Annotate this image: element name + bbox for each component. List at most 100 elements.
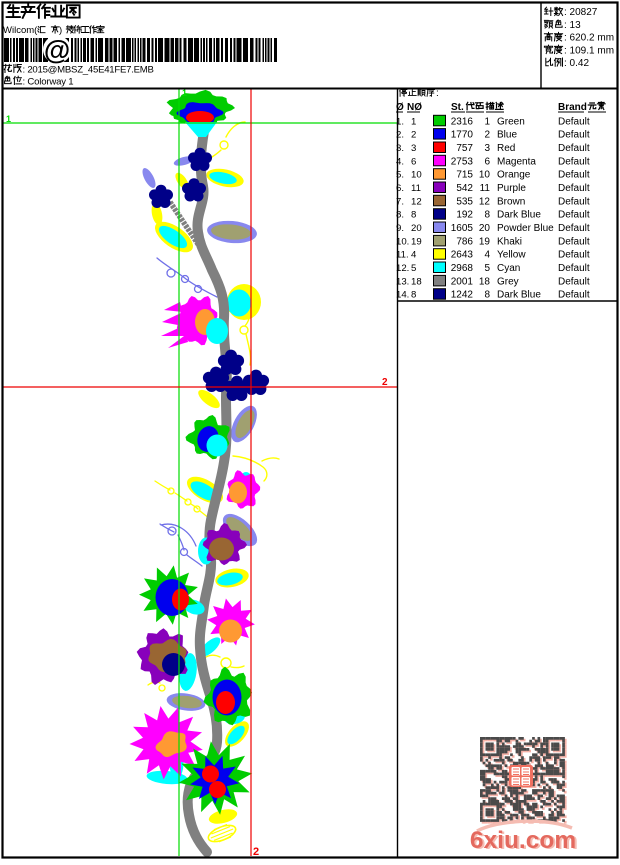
svg-text:1: 1 [6, 114, 11, 124]
svg-text:Default: Default [558, 170, 590, 181]
svg-text:6xiu.com: 6xiu.com [472, 828, 578, 855]
svg-text:757: 757 [456, 143, 473, 154]
svg-text:Red: Red [497, 143, 515, 154]
svg-text:10.: 10. [396, 236, 409, 247]
svg-text:20: 20 [411, 223, 422, 234]
svg-text:Orange: Orange [497, 170, 531, 181]
svg-text:9.: 9. [396, 223, 404, 234]
svg-text:4.: 4. [396, 156, 404, 167]
svg-text:1.: 1. [396, 116, 404, 127]
svg-text:: 0.42: : 0.42 [564, 58, 589, 69]
svg-text:Default: Default [558, 156, 590, 167]
svg-text:Default: Default [558, 116, 590, 127]
svg-text:8: 8 [411, 290, 416, 301]
svg-text:192: 192 [456, 210, 473, 221]
svg-text:: 109.1 mm: : 109.1 mm [564, 45, 614, 56]
svg-text:2: 2 [382, 377, 388, 388]
svg-text:4: 4 [484, 250, 490, 261]
svg-text:1: 1 [182, 88, 187, 98]
svg-text:19: 19 [411, 236, 422, 247]
svg-text:Default: Default [558, 236, 590, 247]
svg-text:St.: St. [451, 102, 464, 113]
svg-text:12.: 12. [396, 263, 409, 274]
svg-text:Dark Blue: Dark Blue [497, 290, 541, 301]
svg-text:2.: 2. [396, 130, 404, 141]
svg-text:3: 3 [411, 143, 416, 154]
svg-text:10: 10 [411, 170, 422, 181]
svg-text:1: 1 [484, 116, 490, 127]
svg-text:Default: Default [558, 210, 590, 221]
svg-text:Khaki: Khaki [497, 236, 522, 247]
svg-text:6.: 6. [396, 183, 404, 194]
svg-text:3.: 3. [396, 143, 404, 154]
svg-text:4: 4 [411, 250, 417, 261]
svg-text:12: 12 [411, 196, 422, 207]
svg-text:11.: 11. [396, 250, 409, 261]
svg-text:@: @ [44, 35, 70, 65]
svg-text:Default: Default [558, 130, 590, 141]
svg-text:1: 1 [411, 116, 416, 127]
svg-text:Brown: Brown [497, 196, 525, 207]
svg-text:: 13: : 13 [564, 20, 581, 31]
svg-text:2968: 2968 [451, 263, 474, 274]
svg-text:2: 2 [484, 130, 490, 141]
svg-text:18: 18 [479, 276, 491, 287]
svg-text:8: 8 [484, 210, 490, 221]
svg-text:Yellow: Yellow [497, 250, 526, 261]
svg-text:3: 3 [484, 143, 490, 154]
svg-text:Powder Blue: Powder Blue [497, 223, 554, 234]
svg-text:11: 11 [411, 183, 421, 194]
svg-text:Cyan: Cyan [497, 263, 520, 274]
svg-text:13.: 13. [396, 276, 409, 287]
svg-text:Default: Default [558, 183, 590, 194]
svg-text:8: 8 [484, 290, 490, 301]
svg-text:10: 10 [479, 170, 491, 181]
svg-text:20: 20 [479, 223, 491, 234]
svg-text:Default: Default [558, 290, 590, 301]
svg-text:7.: 7. [396, 196, 404, 207]
svg-text:1770: 1770 [451, 130, 474, 141]
svg-text:Wilcom(: Wilcom( [3, 25, 38, 36]
svg-text:5.: 5. [396, 170, 404, 181]
svg-text:1605: 1605 [451, 223, 474, 234]
svg-text:Default: Default [558, 276, 590, 287]
svg-text:: 620.2 mm: : 620.2 mm [564, 33, 614, 44]
svg-text:Dark Blue: Dark Blue [497, 210, 541, 221]
svg-text:6: 6 [484, 156, 490, 167]
svg-text:8.: 8. [396, 210, 404, 221]
svg-text:Grey: Grey [497, 276, 519, 287]
svg-text:5: 5 [484, 263, 490, 274]
svg-text:Default: Default [558, 223, 590, 234]
svg-text:: 20827: : 20827 [564, 7, 598, 18]
svg-text:Purple: Purple [497, 183, 526, 194]
svg-text:542: 542 [456, 183, 473, 194]
svg-text:5: 5 [411, 263, 416, 274]
svg-text:6: 6 [411, 156, 416, 167]
svg-text:14.: 14. [396, 290, 409, 301]
svg-text:6xiu.com: 6xiu.com [470, 827, 576, 854]
svg-text:18: 18 [411, 276, 422, 287]
svg-text:12: 12 [479, 196, 491, 207]
svg-text:Default: Default [558, 143, 590, 154]
svg-text:2001: 2001 [451, 276, 474, 287]
svg-text:8: 8 [411, 210, 416, 221]
svg-text:Default: Default [558, 250, 590, 261]
svg-text:2643: 2643 [451, 250, 474, 261]
svg-text:2: 2 [253, 846, 259, 858]
svg-text:Blue: Blue [497, 130, 517, 141]
svg-text:786: 786 [456, 236, 473, 247]
svg-text:19: 19 [479, 236, 491, 247]
svg-text:): ) [59, 25, 62, 36]
svg-text:2316: 2316 [451, 116, 474, 127]
svg-text:: 2015@MBSZ_45E41FE7.EMB: : 2015@MBSZ_45E41FE7.EMB [23, 65, 154, 76]
svg-text::: : [436, 88, 439, 99]
svg-text:715: 715 [456, 170, 473, 181]
svg-text:2: 2 [411, 130, 416, 141]
svg-text:Default: Default [558, 263, 590, 274]
svg-text:Ø: Ø [396, 102, 404, 113]
svg-text:11: 11 [480, 183, 491, 194]
svg-text:Brand: Brand [558, 102, 587, 113]
svg-text:1242: 1242 [451, 290, 474, 301]
svg-text:535: 535 [456, 196, 473, 207]
svg-text:: Colorway 1: : Colorway 1 [23, 77, 74, 88]
